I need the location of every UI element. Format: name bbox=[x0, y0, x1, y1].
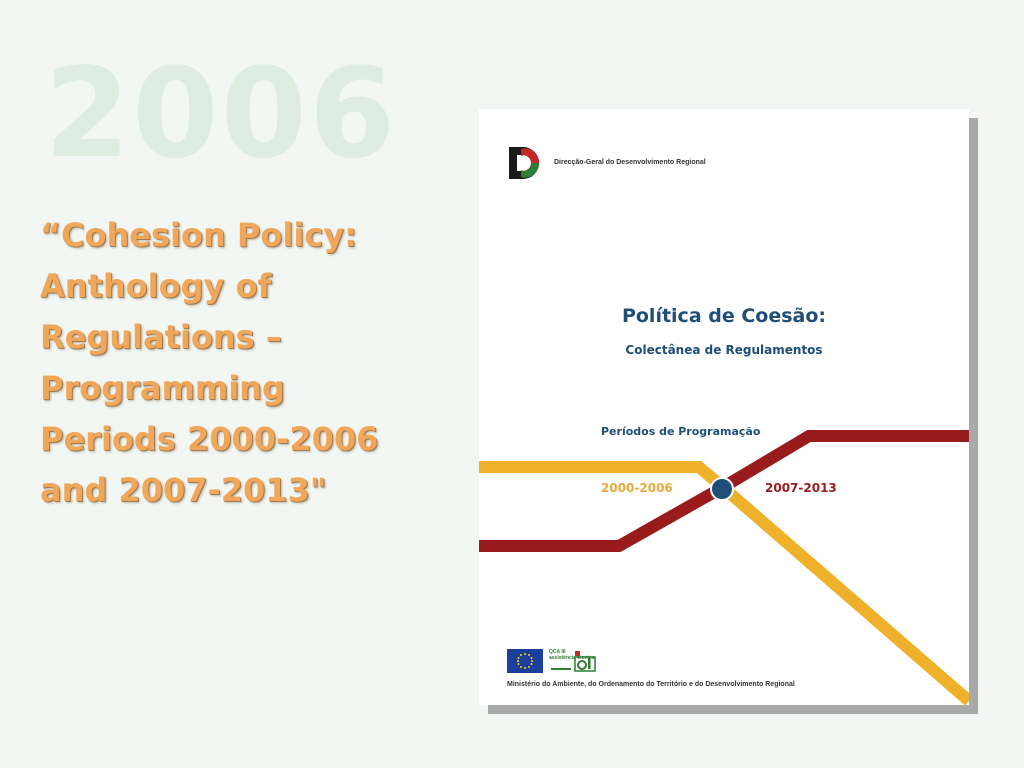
cover-subtitle: Colectânea de Regulamentos bbox=[625, 343, 823, 357]
eu-flag-icon bbox=[507, 649, 543, 673]
qca-logo: QCA III assistência técnica bbox=[549, 649, 597, 673]
title-line: “Cohesion Policy: bbox=[40, 216, 357, 254]
title-line: Programming bbox=[40, 369, 285, 407]
cover-title: Política de Coesão: bbox=[621, 305, 827, 327]
organisation-name: Direcção-Geral do Desenvolvimento Region… bbox=[554, 159, 706, 166]
qca-label: QCA III assistência técnica bbox=[549, 649, 595, 661]
ministry-name: Ministério do Ambiente, do Ordenamento d… bbox=[507, 681, 795, 688]
title-line: Periods 2000-2006 bbox=[40, 420, 379, 458]
footer-logos: QCA III assistência técnica bbox=[507, 649, 627, 673]
slide-title: “Cohesion Policy: Anthology of Regulatio… bbox=[40, 210, 460, 516]
period-lines-graphic bbox=[479, 430, 969, 705]
title-line: Anthology of bbox=[40, 267, 272, 305]
period-2000-2006: 2000-2006 bbox=[601, 481, 673, 495]
title-line: and 2007-2013" bbox=[40, 471, 327, 509]
crossing-point-icon bbox=[710, 477, 734, 501]
book-cover-image: Direcção-Geral do Desenvolvimento Region… bbox=[479, 109, 969, 705]
period-2007-2013: 2007-2013 bbox=[765, 481, 837, 495]
title-line: Regulations – bbox=[40, 318, 282, 356]
dgdr-logo-icon bbox=[509, 147, 540, 179]
periods-label: Períodos de Programação bbox=[601, 425, 761, 438]
at-logo-icon bbox=[551, 651, 596, 672]
yellow-period-line bbox=[479, 461, 969, 705]
qca-title: QCA III bbox=[549, 649, 566, 655]
eu-stars-icon bbox=[517, 653, 533, 669]
qca-subtitle: assistência técnica bbox=[549, 655, 595, 661]
year-watermark: 2006 bbox=[44, 42, 398, 186]
